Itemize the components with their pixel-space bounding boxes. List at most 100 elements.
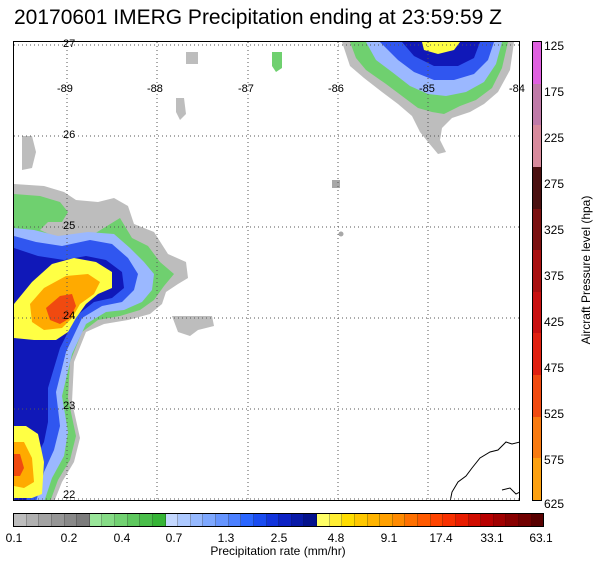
precip-cell-small-6 — [172, 316, 214, 336]
lat-label: 27 — [63, 38, 76, 50]
precip-colorbar-cell — [418, 514, 431, 526]
pressure-tick: 225 — [544, 131, 565, 145]
precip-cell-small-2 — [272, 52, 282, 72]
coastline — [449, 441, 519, 500]
precip-colorbar-cell — [405, 514, 418, 526]
precip-tick: 1.3 — [217, 531, 235, 545]
pressure-tick: 325 — [544, 223, 565, 237]
precip-colorbar-cell — [380, 514, 393, 526]
pressure-colorbar-segment — [533, 166, 541, 211]
precip-colorbar-cell — [468, 514, 482, 526]
precip-cell-small-4 — [332, 180, 340, 188]
precip-colorbar-cell — [317, 514, 330, 526]
lon-label: -85 — [419, 83, 435, 95]
precip-colorbar-cell — [102, 514, 115, 526]
precip-colorbar-cell — [493, 514, 507, 526]
pressure-tick: 275 — [544, 177, 565, 191]
precip-colorbar-cell — [152, 514, 166, 526]
lon-label: -87 — [238, 83, 254, 95]
lat-label: 24 — [63, 310, 76, 322]
lat-label: 22 — [63, 489, 76, 501]
pressure-colorbar-segment — [533, 333, 541, 378]
precip-colorbar-cell — [443, 514, 456, 526]
pressure-colorbar — [532, 41, 542, 501]
precip-colorbar-cell — [531, 514, 544, 526]
precip-colorbar-cell — [165, 514, 179, 526]
pressure-tick: 575 — [544, 453, 565, 467]
pressure-colorbar-segment — [533, 291, 541, 336]
precip-colorbar-cell — [455, 514, 469, 526]
precip-tick: 0.2 — [60, 531, 78, 545]
precip-colorbar-cell — [329, 514, 343, 526]
precipitation-map — [13, 41, 520, 501]
pressure-colorbar-segment — [533, 125, 541, 170]
pressure-colorbar-segment — [533, 250, 541, 295]
precip-colorbar-cell — [39, 514, 52, 526]
precip-colorbar-cell — [392, 514, 406, 526]
precip-cell-west — [14, 184, 188, 500]
pressure-colorbar-segment — [533, 416, 541, 461]
pressure-colorbar-title: Aircraft Pressure level (hpa) — [579, 195, 593, 345]
lat-label: 25 — [63, 220, 76, 232]
pressure-tick: 475 — [544, 361, 565, 375]
precip-colorbar-cell — [506, 514, 519, 526]
lat-label: 26 — [63, 129, 76, 141]
pressure-colorbar-segment — [533, 458, 541, 500]
precip-colorbar-cell — [26, 514, 40, 526]
pressure-colorbar-segment — [533, 208, 541, 253]
precip-colorbar-cell — [354, 514, 368, 526]
coastline — [501, 487, 519, 495]
precip-colorbar-cell — [253, 514, 267, 526]
precip-colorbar-cell — [190, 514, 204, 526]
pressure-tick: 175 — [544, 85, 565, 99]
precip-tick: 0.1 — [5, 531, 23, 545]
pressure-tick: 525 — [544, 407, 565, 421]
precip-colorbar-cell — [89, 514, 103, 526]
lon-label: -88 — [147, 83, 163, 95]
precip-tick: 17.4 — [429, 531, 453, 545]
precip-colorbar-cell — [241, 514, 254, 526]
precip-colorbar-cell — [342, 514, 355, 526]
precip-colorbar-cell — [266, 514, 280, 526]
precip-colorbar-cell — [228, 514, 242, 526]
precip-colorbar-cell — [140, 514, 153, 526]
precip-tick: 0.4 — [113, 531, 131, 545]
precip-cell-small-7 — [22, 136, 36, 170]
precip-cell-small-5 — [338, 231, 344, 237]
precip-colorbar-cell — [14, 514, 27, 526]
pressure-tick: 625 — [544, 497, 565, 511]
precip-colorbar-cell — [367, 514, 381, 526]
precip-colorbar-cell — [216, 514, 229, 526]
precip-tick: 0.7 — [165, 531, 183, 545]
pressure-colorbar-segment — [533, 83, 541, 128]
lon-label: -84 — [509, 83, 525, 95]
lon-label: -86 — [328, 83, 344, 95]
precip-colorbar-cell — [51, 514, 65, 526]
precipitation-colorbar — [13, 513, 544, 527]
map-title: 20170601 IMERG Precipitation ending at 2… — [14, 6, 502, 29]
pressure-tick: 125 — [544, 39, 565, 53]
precip-colorbar-cell — [279, 514, 292, 526]
precip-colorbar-cell — [203, 514, 216, 526]
pressure-tick: 425 — [544, 315, 565, 329]
lat-label: 23 — [63, 400, 76, 412]
precip-colorbar-cell — [115, 514, 128, 526]
precip-colorbar-cell — [127, 514, 141, 526]
precip-colorbar-cell — [481, 514, 494, 526]
pressure-colorbar-segment — [533, 42, 541, 86]
precip-colorbar-cell — [519, 514, 532, 526]
precip-colorbar-cell — [304, 514, 317, 526]
precip-colorbar-cell — [77, 514, 90, 526]
precip-colorbar-cell — [64, 514, 78, 526]
precip-tick: 2.5 — [270, 531, 288, 545]
precip-colorbar-cell — [178, 514, 191, 526]
precip-tick: 9.1 — [380, 531, 398, 545]
precip-cell-small-1 — [186, 52, 198, 64]
precip-colorbar-cell — [291, 514, 305, 526]
precip-tick: 4.8 — [327, 531, 345, 545]
precip-colorbar-cell — [430, 514, 444, 526]
precip-tick: 33.1 — [480, 531, 504, 545]
precip-tick: 63.1 — [529, 531, 553, 545]
precip-colorbar-title: Precipitation rate (mm/hr) — [210, 544, 346, 558]
lon-label: -89 — [57, 83, 73, 95]
